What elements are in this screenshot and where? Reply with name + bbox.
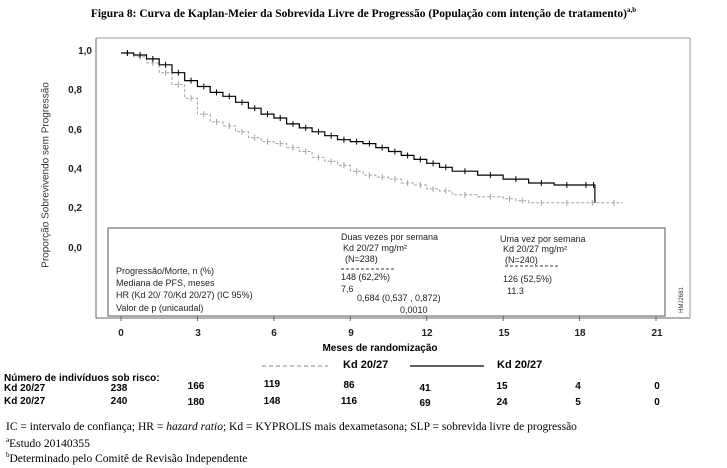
row-label-median: Mediana de PFS, meses <box>116 278 215 288</box>
risk-row2-label: Kd 20/27 <box>4 396 46 407</box>
footnote-b: bDeterminado pelo Comitê de Revisão Inde… <box>6 451 247 465</box>
risk-r1-c4: 41 <box>419 383 431 394</box>
g1-progression-value: 148 (62,2%) <box>341 272 391 282</box>
risk-header: Número de indivíduos sob risco: <box>4 373 160 384</box>
figure-title-text: Figura 8: Curva de Kaplan-Meier da Sobre… <box>90 7 628 20</box>
hr-value: 0,684 (0,537 , 0,872) <box>357 293 441 303</box>
g1-header-3: (N=238) <box>345 254 378 264</box>
footnote-line1-a: IC = intervalo de confiança; HR = <box>6 421 167 433</box>
risk-r1-c3: 86 <box>343 380 355 391</box>
x-tick-6: 6 <box>271 328 277 339</box>
g1-median-value: 7,6 <box>341 284 354 294</box>
x-tick-3: 3 <box>195 328 201 339</box>
series-line-once-weekly <box>121 52 596 203</box>
risk-r1-c7: 0 <box>654 381 660 392</box>
row-label-p: Valor de p (unicaudal) <box>116 303 204 313</box>
g2-median-value: 11.3 <box>507 286 524 296</box>
footnote-a-sup: a <box>6 436 10 444</box>
x-tick-0: 0 <box>118 328 124 339</box>
risk-r1-c1: 166 <box>187 381 205 392</box>
row-label-progression: Progressão/Morte, n (%) <box>116 266 215 276</box>
y-tick-0.2: 0,2 <box>68 203 82 214</box>
plot-frame <box>95 37 691 321</box>
footnote-b-sup: b <box>6 451 10 459</box>
footnote-abbreviations: IC = intervalo de confiança; HR = hazard… <box>6 421 577 433</box>
risk-r1-c6: 4 <box>575 381 581 392</box>
y-tick-0.4: 0,4 <box>68 164 82 175</box>
y-tick-0.8: 0,8 <box>68 85 82 96</box>
g2-header-2: Kd 20/27 mg/m² <box>503 244 568 254</box>
risk-r2-c0: 240 <box>110 396 128 407</box>
x-tick-12: 12 <box>421 328 433 339</box>
risk-r2-c5: 24 <box>496 397 508 408</box>
risk-r2-c3: 116 <box>340 396 358 407</box>
x-tick-9: 9 <box>348 328 354 339</box>
x-tick-21: 21 <box>651 328 663 339</box>
risk-r2-c4: 69 <box>419 398 431 409</box>
figure-title-sup: a,b <box>627 6 637 14</box>
g1-header-1: Duas vezes por semana <box>341 232 439 242</box>
x-axis-label: Meses de randomização <box>322 343 438 354</box>
y-tick-1.0: 1,0 <box>78 46 92 57</box>
g2-progression-value: 126 (52,5%) <box>503 274 553 284</box>
legend-label-twice-weekly: Kd 20/27 <box>343 359 389 371</box>
row-label-hr: HR (Kd 20/ 70/Kd 20/27) (IC 95%) <box>116 290 253 300</box>
x-tick-15: 15 <box>498 328 510 339</box>
risk-r2-c7: 0 <box>654 397 660 408</box>
series-line-twice-weekly <box>121 52 623 204</box>
risk-r2-c6: 5 <box>575 397 581 408</box>
plot-series <box>121 50 623 206</box>
risk-r2-c2: 148 <box>263 396 281 407</box>
risk-row1-label: Kd 20/27 <box>4 383 46 394</box>
stats-table-box <box>107 227 666 317</box>
risk-r2-c1: 180 <box>187 397 205 408</box>
x-tick-18: 18 <box>574 328 586 339</box>
risk-r1-c0: 238 <box>110 383 128 394</box>
g2-header-3: (N=240) <box>505 255 538 265</box>
legend-label-once-weekly: Kd 20/27 <box>497 359 543 371</box>
g2-header-1: Uma vez por semana <box>500 234 586 244</box>
footnote-a: aEstudo 20140355 <box>6 436 90 450</box>
g1-header-2: Kd 20/27 mg/m² <box>343 243 408 253</box>
risk-r1-c5: 15 <box>496 381 508 392</box>
y-axis-label-text: Proporção Sobrevivendo sem Progressão <box>40 82 52 268</box>
footnote-line1-b: ; Kd = KYPROLIS mais dexametasona; SLP =… <box>222 421 577 433</box>
footnote-line1-em: hazard ratio <box>166 421 223 433</box>
figure-code-text: HMJ2681 <box>679 287 685 313</box>
risk-r1-c2: 119 <box>263 379 281 390</box>
footnote-a-text: Estudo 20140355 <box>9 437 90 450</box>
y-tick-0.6: 0,6 <box>68 125 82 136</box>
footnote-b-text: Determinado pelo Comitê de Revisão Indep… <box>9 452 248 465</box>
y-tick-0.0: 0,0 <box>68 243 82 254</box>
figure-title: Figura 8: Curva de Kaplan-Meier da Sobre… <box>0 6 727 20</box>
p-value: 0,0010 <box>400 305 428 315</box>
